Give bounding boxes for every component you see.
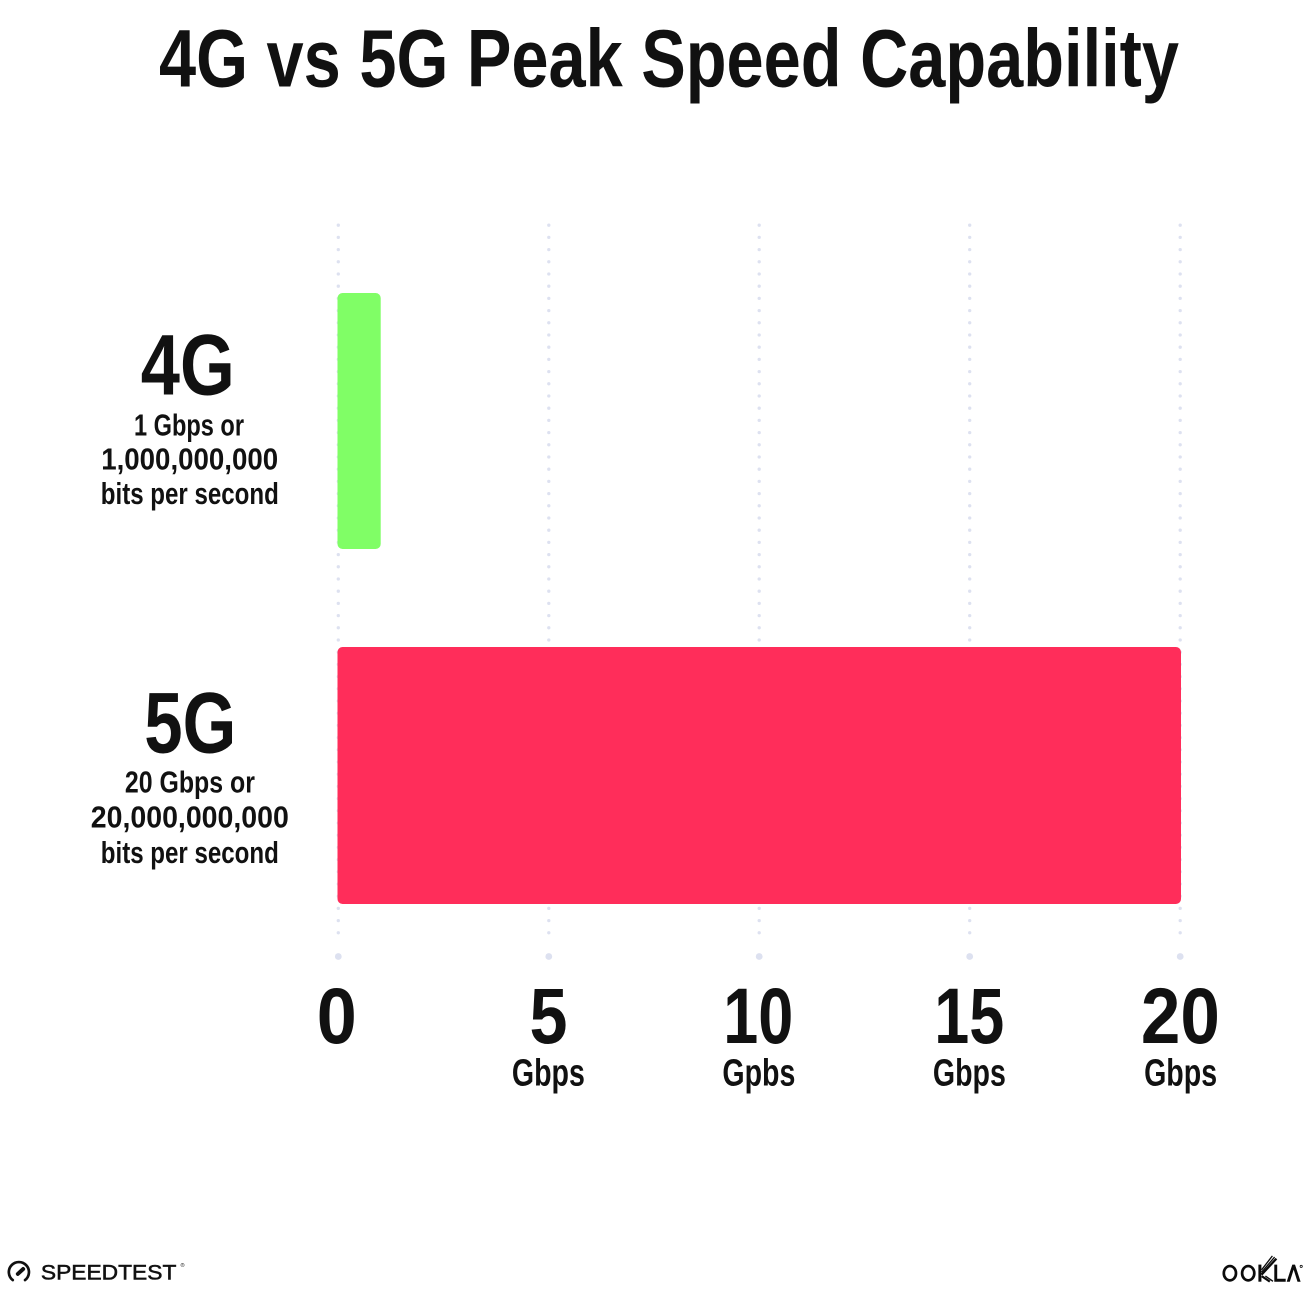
svg-text:Gpbs: Gpbs [722,1052,795,1094]
svg-text:SPEEDTEST: SPEEDTEST [41,1260,177,1285]
svg-text:5: 5 [530,971,568,1060]
svg-text:Gbps: Gbps [1144,1052,1217,1094]
svg-text:1,000,000,000: 1,000,000,000 [101,443,278,477]
svg-text:5G: 5G [144,676,236,772]
svg-text:10: 10 [723,971,793,1060]
svg-text:Gbps: Gbps [933,1052,1006,1094]
svg-text:15: 15 [934,971,1004,1060]
svg-text:0: 0 [317,971,357,1060]
svg-text:®: ® [181,1262,185,1269]
svg-text:20: 20 [1141,971,1220,1060]
svg-text:20,000,000,000: 20,000,000,000 [91,801,289,835]
svg-text:4G: 4G [141,317,235,413]
svg-text:Gbps: Gbps [512,1052,585,1094]
svg-text:1 Gbps or: 1 Gbps or [134,408,244,442]
svg-text:20 Gbps or: 20 Gbps or [125,765,255,799]
svg-text:4G vs 5G Peak Speed Capability: 4G vs 5G Peak Speed Capability [159,14,1179,105]
svg-text:bits per second: bits per second [101,477,279,511]
svg-text:bits per second: bits per second [101,836,279,870]
